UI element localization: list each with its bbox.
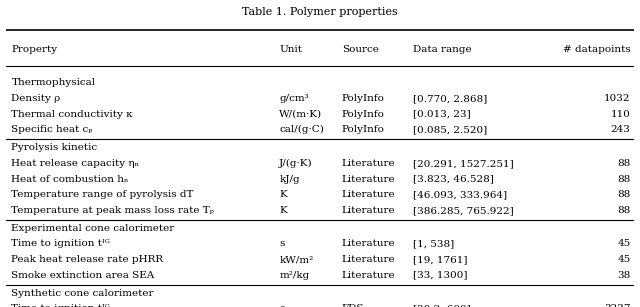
Text: Property: Property <box>12 45 58 54</box>
Text: [1, 538]: [1, 538] <box>413 239 454 248</box>
Text: [46.093, 333.964]: [46.093, 333.964] <box>413 190 507 199</box>
Text: Literature: Literature <box>342 159 396 168</box>
Text: kW/m²: kW/m² <box>279 255 314 264</box>
Text: Experimental cone calorimeter: Experimental cone calorimeter <box>12 224 175 233</box>
Text: 88: 88 <box>617 190 630 199</box>
Text: K: K <box>279 190 287 199</box>
Text: 243: 243 <box>611 125 630 134</box>
Text: Density ρ: Density ρ <box>12 94 61 103</box>
Text: [0.085, 2.520]: [0.085, 2.520] <box>413 125 487 134</box>
Text: [0.770, 2.868]: [0.770, 2.868] <box>413 94 487 103</box>
Text: Thermal conductivity κ: Thermal conductivity κ <box>12 110 133 119</box>
Text: cal/(g·C): cal/(g·C) <box>279 125 324 134</box>
Text: 110: 110 <box>611 110 630 119</box>
Text: 1032: 1032 <box>604 94 630 103</box>
Text: PolyInfo: PolyInfo <box>342 94 385 103</box>
Text: Data range: Data range <box>413 45 472 54</box>
Text: Heat of combustion hₙ: Heat of combustion hₙ <box>12 174 129 184</box>
Text: Time to ignition tᴵᴳ: Time to ignition tᴵᴳ <box>12 239 110 248</box>
Text: Pyrolysis kinetic: Pyrolysis kinetic <box>12 143 97 152</box>
Text: [19, 1761]: [19, 1761] <box>413 255 467 264</box>
Text: Heat release capacity ηₙ: Heat release capacity ηₙ <box>12 159 140 168</box>
Text: 38: 38 <box>617 271 630 280</box>
Text: W/(m·K): W/(m·K) <box>279 110 323 119</box>
Text: [3.823, 46.528]: [3.823, 46.528] <box>413 174 493 184</box>
Text: [386.285, 765.922]: [386.285, 765.922] <box>413 206 513 215</box>
Text: Literature: Literature <box>342 255 396 264</box>
Text: Literature: Literature <box>342 271 396 280</box>
Text: Peak heat release rate pHRR: Peak heat release rate pHRR <box>12 255 164 264</box>
Text: PolyInfo: PolyInfo <box>342 110 385 119</box>
Text: Smoke extinction area SEA: Smoke extinction area SEA <box>12 271 155 280</box>
Text: 88: 88 <box>617 159 630 168</box>
Text: 88: 88 <box>617 206 630 215</box>
Text: PolyInfo: PolyInfo <box>342 125 385 134</box>
Text: [0.013, 23]: [0.013, 23] <box>413 110 470 119</box>
Text: 45: 45 <box>617 255 630 264</box>
Text: # datapoints: # datapoints <box>563 45 630 54</box>
Text: Synthetic cone calorimeter: Synthetic cone calorimeter <box>12 289 154 298</box>
Text: kJ/g: kJ/g <box>279 174 300 184</box>
Text: Literature: Literature <box>342 190 396 199</box>
Text: Unit: Unit <box>279 45 302 54</box>
Text: s: s <box>279 239 285 248</box>
Text: Literature: Literature <box>342 206 396 215</box>
Text: K: K <box>279 206 287 215</box>
Text: Table 1. Polymer properties: Table 1. Polymer properties <box>242 7 398 17</box>
Text: Thermophysical: Thermophysical <box>12 78 95 87</box>
Text: g/cm³: g/cm³ <box>279 94 309 103</box>
Text: 3237: 3237 <box>604 304 630 307</box>
Text: Specific heat cₚ: Specific heat cₚ <box>12 125 93 134</box>
Text: Literature: Literature <box>342 239 396 248</box>
Text: J/(g·K): J/(g·K) <box>279 159 313 168</box>
Text: [20.2, 600]: [20.2, 600] <box>413 304 470 307</box>
Text: [20.291, 1527.251]: [20.291, 1527.251] <box>413 159 513 168</box>
Text: Source: Source <box>342 45 379 54</box>
Text: Literature: Literature <box>342 174 396 184</box>
Text: Temperature range of pyrolysis dT: Temperature range of pyrolysis dT <box>12 190 194 199</box>
Text: FDS: FDS <box>342 304 364 307</box>
Text: Time to ignition tᴵᴳ: Time to ignition tᴵᴳ <box>12 304 110 307</box>
Text: Temperature at peak mass loss rate Tₚ: Temperature at peak mass loss rate Tₚ <box>12 206 214 215</box>
Text: 45: 45 <box>617 239 630 248</box>
Text: 88: 88 <box>617 174 630 184</box>
Text: m²/kg: m²/kg <box>279 271 310 280</box>
Text: s: s <box>279 304 285 307</box>
Text: [33, 1300]: [33, 1300] <box>413 271 467 280</box>
